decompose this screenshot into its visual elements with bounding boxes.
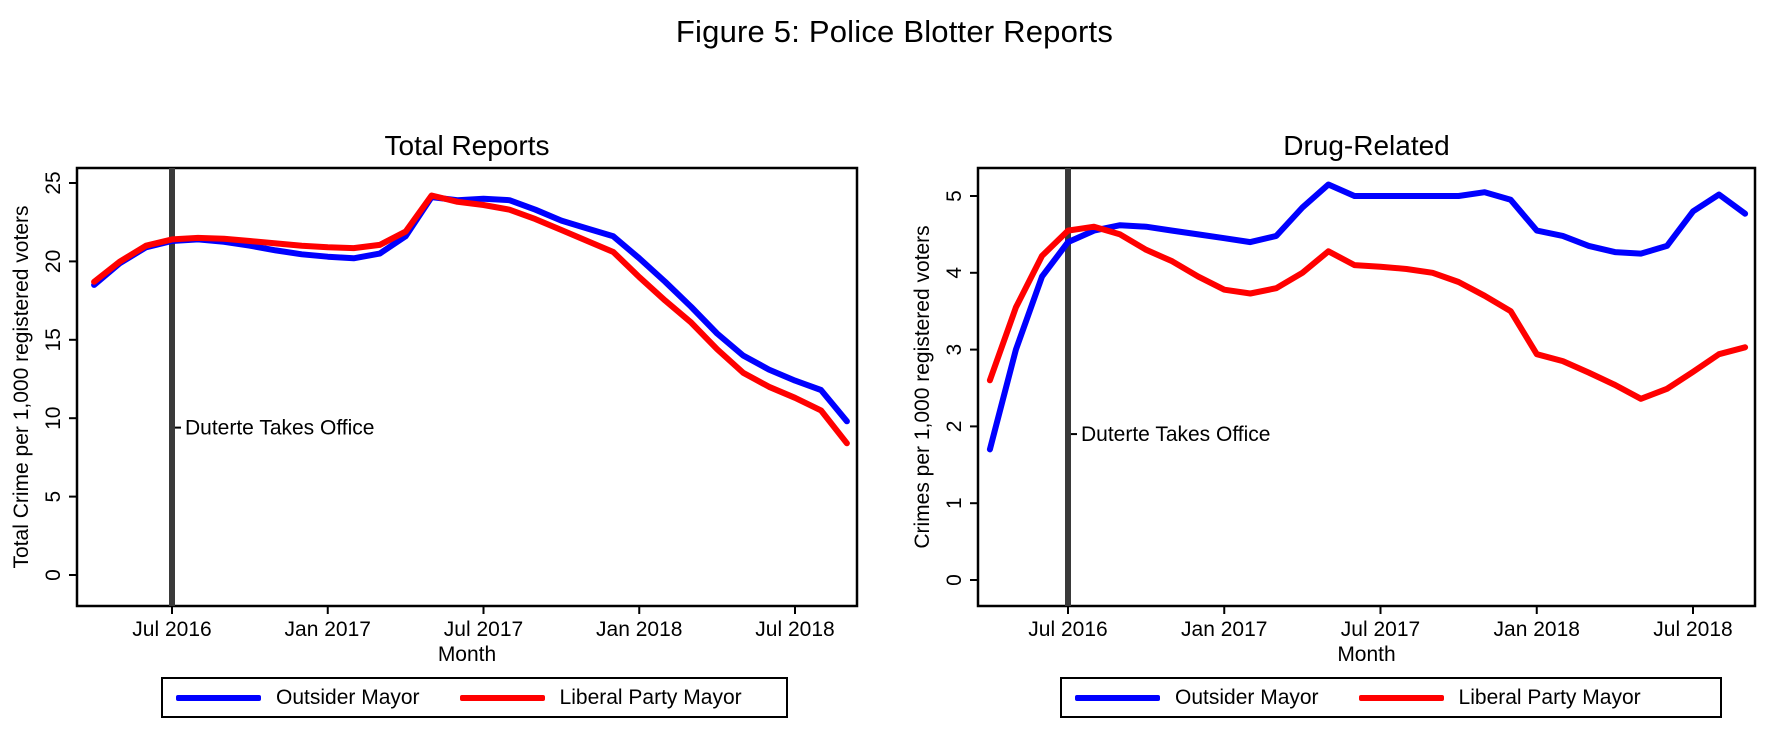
series-line-outsider-mayor (986, 181, 1749, 453)
y-tick-label: 2 (943, 421, 966, 433)
legend-total-reports: Outsider Mayor Liberal Party Mayor (161, 677, 788, 718)
y-tick-label: 15 (42, 328, 65, 351)
chart-title: Total Reports (385, 130, 550, 161)
series-line-outsider-mayor (91, 194, 850, 425)
x-tick-label: Jan 2017 (1181, 618, 1267, 641)
x-tick-label: Jul 2018 (1653, 618, 1732, 641)
legend-line-liberal-party-mayor (1358, 694, 1444, 701)
series-line-liberal-party-mayor (986, 223, 1749, 402)
series-line-liberal-party-mayor (91, 192, 850, 447)
y-axis-label: Crimes per 1,000 registered voters (911, 225, 934, 548)
legend-label-liberal-party-mayor: Liberal Party Mayor (559, 685, 742, 709)
y-tick-label: 0 (42, 569, 65, 581)
x-tick-label: Jan 2018 (1494, 618, 1580, 641)
event-line-label: Duterte Takes Office (1081, 423, 1270, 446)
plot-border (75, 166, 859, 608)
chart-total-reports: Total Reports Total Crime per 1,000 regis… (10, 130, 859, 666)
plot-border (976, 166, 1757, 608)
chart-drug-related: Drug-Related Crimes per 1,000 registered … (911, 130, 1757, 666)
x-tick-label: Jul 2018 (755, 618, 834, 641)
legend-label-liberal-party-mayor: Liberal Party Mayor (1458, 685, 1641, 709)
y-tick-label: 3 (943, 344, 966, 356)
figure-title: Figure 5: Police Blotter Reports (675, 14, 1114, 49)
x-tick-label: Jul 2017 (1341, 618, 1420, 641)
legend-label-outsider-mayor: Outsider Mayor (276, 685, 420, 709)
legend-label-outsider-mayor: Outsider Mayor (1175, 685, 1319, 709)
y-tick-label: 5 (943, 190, 966, 202)
legend-line-liberal-party-mayor (459, 694, 545, 701)
y-tick-label: 10 (42, 407, 65, 430)
x-axis-label: Month (1337, 643, 1395, 666)
y-tick-label: 5 (42, 491, 65, 503)
x-tick-label: Jan 2018 (596, 618, 682, 641)
legend-drug-related: Outsider Mayor Liberal Party Mayor (1060, 677, 1722, 718)
y-tick-label: 4 (943, 267, 966, 279)
x-tick-label: Jan 2017 (285, 618, 371, 641)
x-tick-label: Jul 2016 (1028, 618, 1107, 641)
y-tick-label: 25 (42, 171, 65, 194)
x-tick-label: Jul 2017 (444, 618, 523, 641)
y-tick-label: 1 (943, 497, 966, 509)
y-tick-label: 20 (42, 250, 65, 273)
x-tick-label: Jul 2016 (132, 618, 211, 641)
x-axis-label: Month (438, 643, 496, 666)
legend-line-outsider-mayor (1075, 694, 1160, 701)
chart-title: Drug-Related (1283, 130, 1450, 161)
event-line-label: Duterte Takes Office (185, 417, 374, 440)
y-tick-label: 0 (943, 574, 966, 586)
y-axis-label: Total Crime per 1,000 registered voters (10, 206, 33, 569)
legend-line-outsider-mayor (176, 694, 261, 701)
